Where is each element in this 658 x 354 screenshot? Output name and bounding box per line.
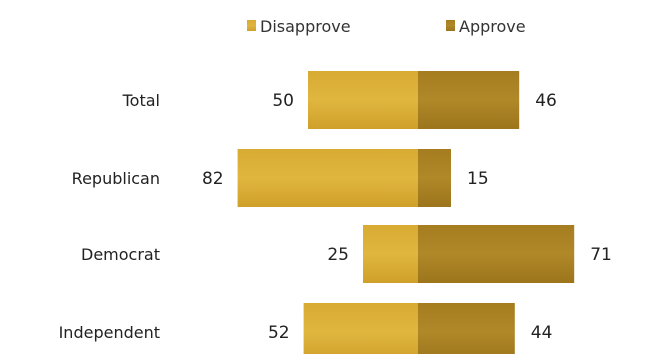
value-label-disapprove-democrat: 25	[327, 245, 349, 265]
bar-row-republican: Republican 82 15	[72, 149, 489, 207]
bar-approve-democrat	[418, 225, 575, 283]
value-label-approve-total: 46	[535, 91, 557, 111]
bar-disapprove-independent	[303, 303, 418, 354]
value-label-disapprove-total: 50	[272, 91, 294, 111]
legend-item-disapprove: Disapprove	[247, 17, 351, 36]
value-label-disapprove-independent: 52	[268, 323, 290, 343]
bar-approve-total	[418, 71, 520, 129]
category-label-democrat: Democrat	[81, 245, 160, 264]
bar-row-independent: Independent 52 44	[59, 303, 553, 354]
legend: Disapprove Approve	[247, 17, 526, 36]
legend-item-approve: Approve	[446, 17, 526, 36]
bar-row-total: Total 50 46	[122, 71, 557, 129]
bars: Total 50 46 Republican 82 15 Democrat 25 71 Indep…	[59, 71, 612, 354]
legend-swatch-disapprove	[247, 20, 256, 31]
category-label-republican: Republican	[72, 169, 160, 188]
bar-disapprove-republican	[237, 149, 418, 207]
category-label-total: Total	[122, 91, 160, 110]
legend-label-disapprove: Disapprove	[260, 17, 351, 36]
bar-disapprove-democrat	[363, 225, 418, 283]
category-label-independent: Independent	[59, 323, 160, 342]
legend-label-approve: Approve	[459, 17, 526, 36]
value-label-disapprove-republican: 82	[202, 169, 224, 189]
bar-disapprove-total	[308, 71, 418, 129]
value-label-approve-independent: 44	[531, 323, 553, 343]
bar-approve-republican	[418, 149, 451, 207]
bar-row-democrat: Democrat 25 71	[81, 225, 612, 283]
value-label-approve-republican: 15	[467, 169, 489, 189]
legend-swatch-approve	[446, 20, 455, 31]
bar-approve-independent	[418, 303, 515, 354]
value-label-approve-democrat: 71	[590, 245, 612, 265]
